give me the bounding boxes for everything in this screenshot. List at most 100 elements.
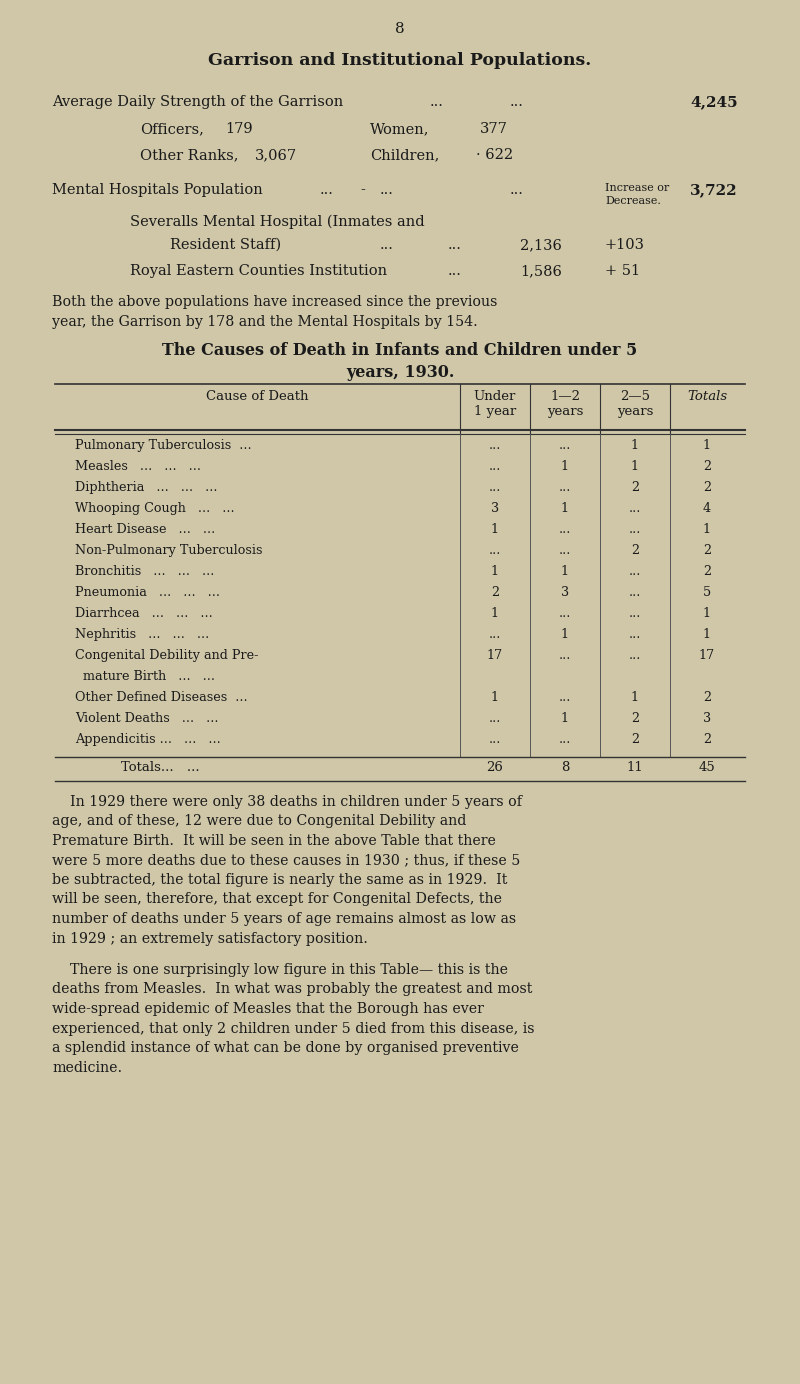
Text: ...: ... xyxy=(320,183,334,197)
Text: Measles   ...   ...   ...: Measles ... ... ... xyxy=(75,459,201,473)
Text: 1: 1 xyxy=(491,608,499,620)
Text: Pulmonary Tuberculosis  ...: Pulmonary Tuberculosis ... xyxy=(75,439,252,453)
Text: 8: 8 xyxy=(561,761,569,774)
Text: Totals... ...: Totals... ... xyxy=(121,761,199,774)
Text: Severalls Mental Hospital (Inmates and: Severalls Mental Hospital (Inmates and xyxy=(130,215,425,230)
Text: · 622: · 622 xyxy=(476,148,513,162)
Text: 4: 4 xyxy=(703,502,711,515)
Text: 1—2
years: 1—2 years xyxy=(547,390,583,418)
Text: 1: 1 xyxy=(491,523,499,536)
Text: ...: ... xyxy=(489,482,501,494)
Text: ...: ... xyxy=(559,649,571,662)
Text: 1: 1 xyxy=(561,628,569,641)
Text: number of deaths under 5 years of age remains almost as low as: number of deaths under 5 years of age re… xyxy=(52,912,516,926)
Text: Non-Pulmonary Tuberculosis: Non-Pulmonary Tuberculosis xyxy=(75,544,262,556)
Text: 2: 2 xyxy=(703,459,711,473)
Text: 2: 2 xyxy=(703,565,711,579)
Text: 1: 1 xyxy=(631,691,639,704)
Text: 2: 2 xyxy=(631,734,639,746)
Text: ...: ... xyxy=(448,264,462,278)
Text: 4,245: 4,245 xyxy=(690,95,738,109)
Text: 17: 17 xyxy=(487,649,503,662)
Text: 3: 3 xyxy=(561,585,569,599)
Text: ...: ... xyxy=(559,544,571,556)
Text: 1: 1 xyxy=(703,628,711,641)
Text: 2—5
years: 2—5 years xyxy=(617,390,653,418)
Text: 11: 11 xyxy=(626,761,643,774)
Text: were 5 more deaths due to these causes in 1930 ; thus, if these 5: were 5 more deaths due to these causes i… xyxy=(52,854,520,868)
Text: 1: 1 xyxy=(631,439,639,453)
Text: 1: 1 xyxy=(491,691,499,704)
Text: Premature Birth.  It will be seen in the above Table that there: Premature Birth. It will be seen in the … xyxy=(52,835,496,848)
Text: Appendicitis ...   ...   ...: Appendicitis ... ... ... xyxy=(75,734,221,746)
Text: 1: 1 xyxy=(703,439,711,453)
Text: be subtracted, the total figure is nearly the same as in 1929.  It: be subtracted, the total figure is nearl… xyxy=(52,873,507,887)
Text: Officers,: Officers, xyxy=(140,122,204,136)
Text: 377: 377 xyxy=(480,122,508,136)
Text: ...: ... xyxy=(489,544,501,556)
Text: ...: ... xyxy=(510,183,524,197)
Text: age, and of these, 12 were due to Congenital Debility and: age, and of these, 12 were due to Congen… xyxy=(52,815,466,829)
Text: ...: ... xyxy=(629,628,641,641)
Text: ...: ... xyxy=(629,585,641,599)
Text: year, the Garrison by 178 and the Mental Hospitals by 154.: year, the Garrison by 178 and the Mental… xyxy=(52,316,478,329)
Text: Totals: Totals xyxy=(687,390,727,403)
Text: medicine.: medicine. xyxy=(52,1060,122,1074)
Text: 1: 1 xyxy=(631,459,639,473)
Text: Other Defined Diseases  ...: Other Defined Diseases ... xyxy=(75,691,248,704)
Text: Violent Deaths   ...   ...: Violent Deaths ... ... xyxy=(75,711,218,725)
Text: ...: ... xyxy=(510,95,524,109)
Text: Royal Eastern Counties Institution: Royal Eastern Counties Institution xyxy=(130,264,387,278)
Text: ...: ... xyxy=(559,691,571,704)
Text: Heart Disease   ...   ...: Heart Disease ... ... xyxy=(75,523,215,536)
Text: experienced, that only 2 children under 5 died from this disease, is: experienced, that only 2 children under … xyxy=(52,1021,534,1035)
Text: Increase or: Increase or xyxy=(605,183,670,192)
Text: 2: 2 xyxy=(703,544,711,556)
Text: Other Ranks,: Other Ranks, xyxy=(140,148,238,162)
Text: 1: 1 xyxy=(561,502,569,515)
Text: Congenital Debility and Pre-: Congenital Debility and Pre- xyxy=(75,649,258,662)
Text: ...: ... xyxy=(489,439,501,453)
Text: ...: ... xyxy=(489,734,501,746)
Text: deaths from Measles.  In what was probably the greatest and most: deaths from Measles. In what was probabl… xyxy=(52,983,532,996)
Text: ...: ... xyxy=(559,608,571,620)
Text: 2: 2 xyxy=(631,482,639,494)
Text: 1: 1 xyxy=(561,711,569,725)
Text: ...: ... xyxy=(629,523,641,536)
Text: will be seen, therefore, that except for Congenital Defects, the: will be seen, therefore, that except for… xyxy=(52,893,502,907)
Text: ...: ... xyxy=(559,523,571,536)
Text: ...: ... xyxy=(559,439,571,453)
Text: 2: 2 xyxy=(703,734,711,746)
Text: 1: 1 xyxy=(561,459,569,473)
Text: Pneumonia   ...   ...   ...: Pneumonia ... ... ... xyxy=(75,585,220,599)
Text: -: - xyxy=(360,183,365,197)
Text: ...: ... xyxy=(448,238,462,252)
Text: Nephritis   ...   ...   ...: Nephritis ... ... ... xyxy=(75,628,210,641)
Text: Cause of Death: Cause of Death xyxy=(206,390,308,403)
Text: 17: 17 xyxy=(699,649,715,662)
Text: 2: 2 xyxy=(631,711,639,725)
Text: In 1929 there were only 38 deaths in children under 5 years of: In 1929 there were only 38 deaths in chi… xyxy=(52,794,522,810)
Text: Mental Hospitals Population: Mental Hospitals Population xyxy=(52,183,262,197)
Text: 2: 2 xyxy=(491,585,499,599)
Text: 26: 26 xyxy=(486,761,503,774)
Text: Diarrhcea   ...   ...   ...: Diarrhcea ... ... ... xyxy=(75,608,213,620)
Text: ...: ... xyxy=(430,95,444,109)
Text: 2,136: 2,136 xyxy=(520,238,562,252)
Text: Children,: Children, xyxy=(370,148,439,162)
Text: Bronchitis   ...   ...   ...: Bronchitis ... ... ... xyxy=(75,565,214,579)
Text: 1: 1 xyxy=(703,608,711,620)
Text: Women,: Women, xyxy=(370,122,430,136)
Text: ...: ... xyxy=(380,183,394,197)
Text: 3: 3 xyxy=(703,711,711,725)
Text: ...: ... xyxy=(629,608,641,620)
Text: 1: 1 xyxy=(561,565,569,579)
Text: years, 1930.: years, 1930. xyxy=(346,364,454,381)
Text: mature Birth   ...   ...: mature Birth ... ... xyxy=(75,670,215,682)
Text: 179: 179 xyxy=(225,122,253,136)
Text: in 1929 ; an extremely satisfactory position.: in 1929 ; an extremely satisfactory posi… xyxy=(52,931,368,945)
Text: ...: ... xyxy=(489,459,501,473)
Text: 1: 1 xyxy=(703,523,711,536)
Text: +103: +103 xyxy=(605,238,645,252)
Text: Under
1 year: Under 1 year xyxy=(474,390,516,418)
